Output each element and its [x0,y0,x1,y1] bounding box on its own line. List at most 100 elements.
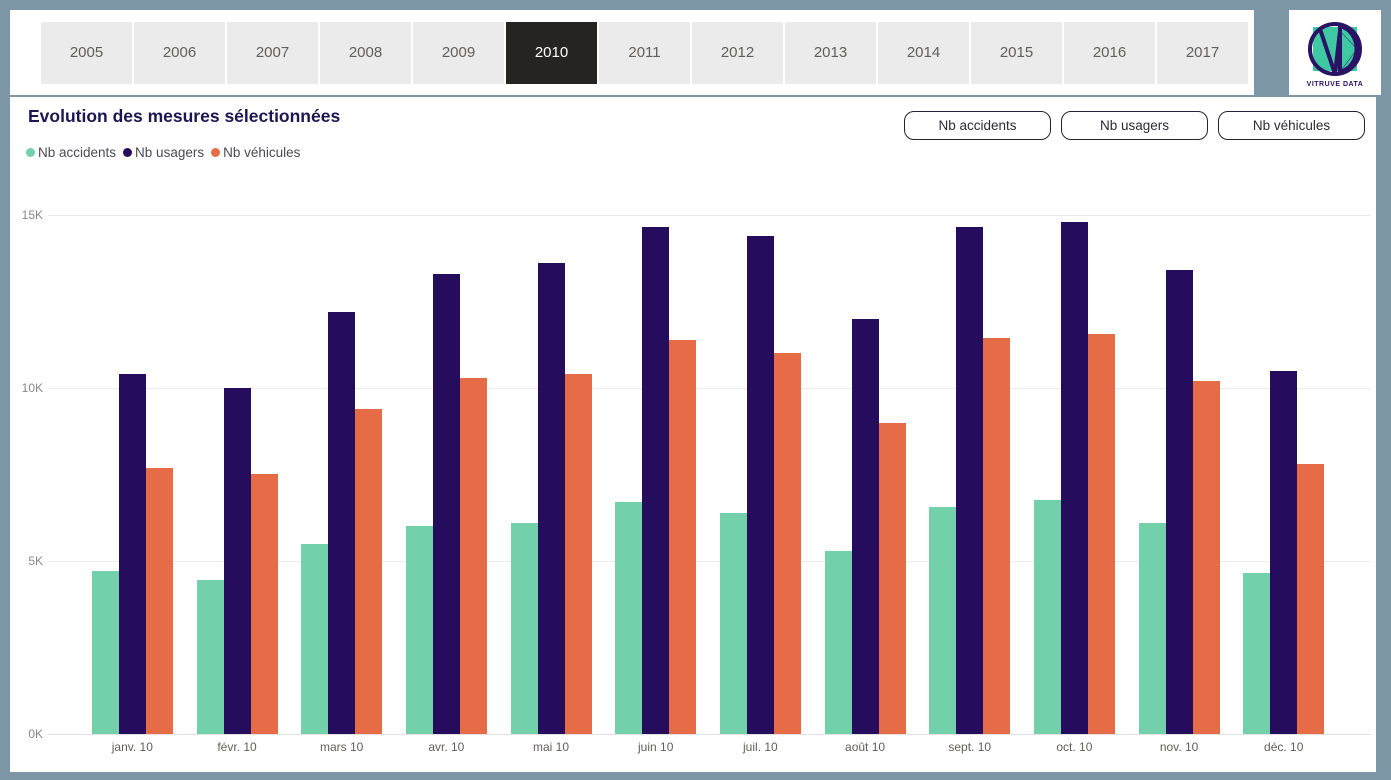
legend-label: Nb usagers [135,145,205,160]
bar-group-janv-10 [80,215,185,734]
bar-nb-usagers[interactable] [118,374,146,734]
bar-nb-accidents[interactable] [196,580,224,734]
x-axis-label-f-vr-10: févr. 10 [217,740,257,754]
y-axis-tick-10K: 10K [21,381,43,395]
bar-nb-usagers[interactable] [1060,222,1088,734]
bar-nb-accidents[interactable] [929,507,957,734]
x-axis-label-nov-10: nov. 10 [1159,740,1199,754]
logo-panel: VITRUVE DATA [1289,10,1381,95]
bar-group-sept-10 [917,215,1022,734]
bar-nb-usagers[interactable] [223,388,251,734]
legend-dot-nb-usagers [123,148,133,157]
bar-nb-accidents[interactable] [405,526,433,734]
year-button-2010[interactable]: 2010 [506,21,597,84]
bar-nb-usagers[interactable] [432,274,460,734]
bar-group-juil-10 [708,215,813,734]
measure-filter-buttons: Nb accidents Nb usagers Nb véhicules [894,111,1365,140]
bar-groups [48,215,1371,734]
bar-nb-usagers[interactable] [328,312,356,734]
bar-nb-v-hicules[interactable] [669,340,697,734]
x-axis-label-avr-10: avr. 10 [428,740,465,754]
bar-nb-v-hicules[interactable] [773,353,801,734]
x-axis-label-oct-10: oct. 10 [1056,740,1093,754]
x-axis-labels: janv. 10 févr. 10 mars 10 avr. 10 mai 10 juin… [48,740,1371,754]
bar-nb-v-hicules[interactable] [459,378,487,734]
x-axis-label-d-c-10: déc. 10 [1264,740,1304,754]
legend-item-nb-v-hicules: Nb véhicules [211,145,300,160]
bar-nb-accidents[interactable] [615,502,643,734]
gridline-5K [48,561,1371,562]
y-axis-tick-5K: 5K [28,554,43,568]
bar-nb-v-hicules[interactable] [983,338,1011,734]
year-button-2005[interactable]: 2005 [41,21,132,84]
y-axis-tick-15K: 15K [21,208,43,222]
x-axis-label-sept-10: sept. 10 [948,740,992,754]
year-button-2016[interactable]: 2016 [1064,21,1155,84]
legend-item-nb-accidents: Nb accidents [26,145,116,160]
bar-chart-plot-area: 0K 5K 10K 15K janv. 10 févr. 10 mars 10 avr. 1… [22,208,1371,754]
year-button-2012[interactable]: 2012 [692,21,783,84]
year-button-2013[interactable]: 2013 [785,21,876,84]
bar-nb-accidents[interactable] [301,544,329,734]
bar-nb-usagers[interactable] [1270,371,1298,734]
bar-group-ao-t-10 [813,215,918,734]
bar-nb-accidents[interactable] [1138,523,1166,734]
y-axis-tick-0K: 0K [28,727,43,741]
chart-legend: Nb accidents Nb usagers Nb véhicules [26,145,307,160]
year-button-2014[interactable]: 2014 [878,21,969,84]
bar-nb-v-hicules[interactable] [564,374,592,734]
legend-label: Nb accidents [38,145,117,160]
chart-panel: Evolution des mesures sélectionnées Nb a… [10,97,1376,772]
year-button-2015[interactable]: 2015 [971,21,1062,84]
legend-dot-nb-v-hicules [211,148,221,157]
x-axis-label-ao-t-10: août 10 [845,740,886,754]
bar-nb-accidents[interactable] [510,523,538,734]
x-axis-label-juil-10: juil. 10 [743,740,778,754]
bar-nb-accidents[interactable] [1033,500,1061,734]
bar-nb-v-hicules[interactable] [878,423,906,734]
bar-group-avr-10 [394,215,499,734]
bar-group-f-vr-10 [185,215,290,734]
gridline-15K [48,215,1371,216]
bar-group-mai-10 [499,215,604,734]
bar-nb-accidents[interactable] [824,551,852,734]
year-button-2006[interactable]: 2006 [134,21,225,84]
bar-nb-v-hicules[interactable] [145,468,173,734]
legend-item-nb-usagers: Nb usagers [123,145,204,160]
page-title: Evolution des mesures sélectionnées [28,106,341,126]
legend-dot-nb-accidents [26,148,35,157]
x-axis-label-mars-10: mars 10 [320,740,364,754]
bar-nb-v-hicules[interactable] [1192,381,1220,734]
bar-nb-usagers[interactable] [537,263,565,734]
bar-nb-accidents[interactable] [91,571,119,734]
bar-group-oct-10 [1022,215,1127,734]
year-button-2017[interactable]: 2017 [1157,21,1248,84]
bar-group-nov-10 [1127,215,1232,734]
bar-nb-usagers[interactable] [956,227,984,734]
bar-nb-usagers[interactable] [851,319,879,734]
vitruve-data-logo-icon [1308,21,1362,76]
gridline-0K [48,734,1371,735]
year-button-2008[interactable]: 2008 [320,21,411,84]
bar-group-mars-10 [289,215,394,734]
bar-nb-accidents[interactable] [719,513,747,734]
year-button-2007[interactable]: 2007 [227,21,318,84]
year-button-2011[interactable]: 2011 [599,21,690,84]
bar-nb-v-hicules[interactable] [1087,334,1115,734]
x-axis-label-juin-10: juin 10 [638,740,674,754]
bar-nb-v-hicules[interactable] [250,474,278,734]
filter-button-nb-v-hicules[interactable]: Nb véhicules [1218,111,1365,140]
year-button-2009[interactable]: 2009 [413,21,504,84]
filter-button-nb-accidents[interactable]: Nb accidents [904,111,1051,140]
logo-text: VITRUVE DATA [1306,80,1364,88]
bar-nb-v-hicules[interactable] [1297,464,1325,734]
bar-nb-usagers[interactable] [1165,270,1193,734]
bar-nb-usagers[interactable] [746,236,774,734]
bar-group-d-c-10 [1231,215,1336,734]
bar-nb-usagers[interactable] [642,227,670,734]
bar-group-juin-10 [603,215,708,734]
filter-button-nb-usagers[interactable]: Nb usagers [1061,111,1208,140]
legend-label: Nb véhicules [223,145,301,160]
bar-nb-accidents[interactable] [1243,573,1271,734]
bar-nb-v-hicules[interactable] [355,409,383,734]
